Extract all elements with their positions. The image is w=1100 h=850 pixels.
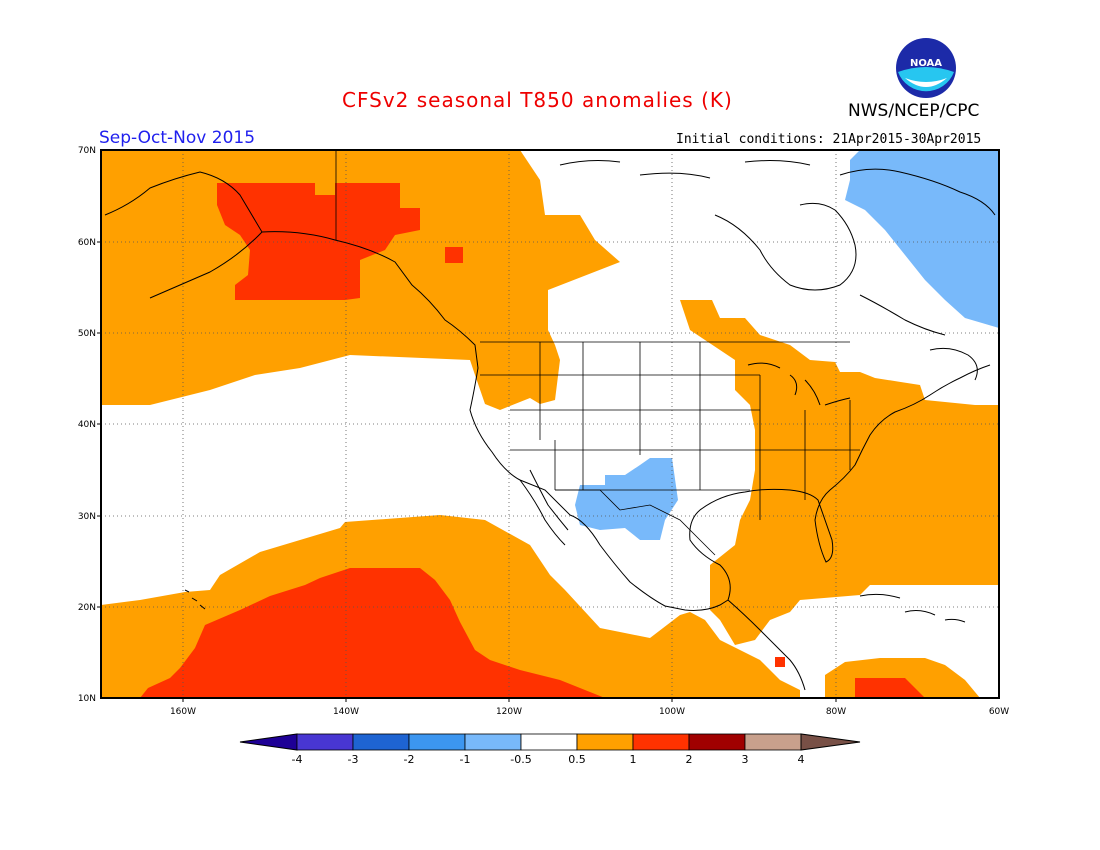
political-borders (335, 150, 860, 556)
lat-label-60n: 60N (78, 238, 96, 248)
yukon-warm-spot (445, 247, 463, 263)
lat-label-50n: 50N (78, 329, 96, 339)
colorbar-label: -2 (404, 753, 415, 766)
lon-label-100w: 100W (659, 707, 685, 717)
colorbar-swatch (576, 733, 634, 751)
lat-label-20n: 20N (78, 603, 96, 613)
initial-conditions-label: Initial conditions: 21Apr2015-30Apr2015 (676, 132, 982, 147)
colorbar-label: 0.5 (568, 753, 586, 766)
colorbar-swatch (464, 733, 522, 751)
tropical-pacific-warm-core (140, 568, 605, 698)
lon-label-160w: 160W (170, 707, 196, 717)
lat-label-40n: 40N (78, 420, 96, 430)
colorbar-swatch (408, 733, 466, 751)
colorbar-label: 1 (630, 753, 637, 766)
coastlines (104, 160, 996, 691)
colorbar-swatch (296, 733, 354, 751)
colorbar-swatch (352, 733, 410, 751)
colorbar-swatch (744, 733, 802, 751)
colorbar-swatch (520, 733, 578, 751)
colorbar-label: -3 (348, 753, 359, 766)
lat-label-10n: 10N (78, 694, 96, 704)
lon-label-80w: 80W (826, 707, 846, 717)
noaa-logo: NOAA (896, 38, 956, 98)
northeast-canada-cool (845, 150, 999, 328)
lat-axis: 70N 60N 50N 40N 30N 20N 10N (78, 146, 101, 704)
lon-label-60w: 60W (989, 707, 1009, 717)
colorbar-label: 4 (798, 753, 805, 766)
colorbar: -4 -3 -2 -1 -0.5 0.5 1 2 3 4 (239, 733, 861, 766)
colorbar-label: -1 (460, 753, 471, 766)
lat-label-30n: 30N (78, 512, 96, 522)
lon-label-140w: 140W (333, 707, 359, 717)
map-title: CFSv2 seasonal T850 anomalies (K) (342, 88, 733, 112)
graticule (101, 150, 999, 698)
season-label: Sep-Oct-Nov 2015 (99, 128, 256, 148)
central-america-warm-spot (775, 657, 785, 667)
colorbar-swatch (688, 733, 746, 751)
colorbar-label: 3 (742, 753, 749, 766)
lon-axis: 160W 140W 120W 100W 80W 60W (170, 698, 1009, 717)
colorbar-label: -0.5 (510, 753, 531, 766)
colorbar-swatch (632, 733, 690, 751)
alaska-bering-warm-core (217, 183, 420, 300)
colorbar-min-arrow (239, 733, 298, 751)
caribbean-warm-core (855, 678, 925, 698)
lon-label-120w: 120W (496, 707, 522, 717)
noaa-logo-text: NOAA (910, 58, 942, 69)
agency-label: NWS/NCEP/CPC (848, 101, 980, 121)
southwest-us-cool (575, 458, 678, 540)
colorbar-label: -4 (292, 753, 303, 766)
lat-label-70n: 70N (78, 146, 96, 156)
colorbar-max-arrow (800, 733, 861, 751)
anomaly-field (101, 150, 999, 698)
colorbar-label: 2 (686, 753, 693, 766)
